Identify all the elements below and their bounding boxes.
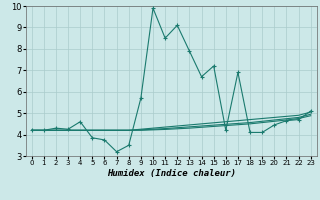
X-axis label: Humidex (Indice chaleur): Humidex (Indice chaleur) [107,169,236,178]
